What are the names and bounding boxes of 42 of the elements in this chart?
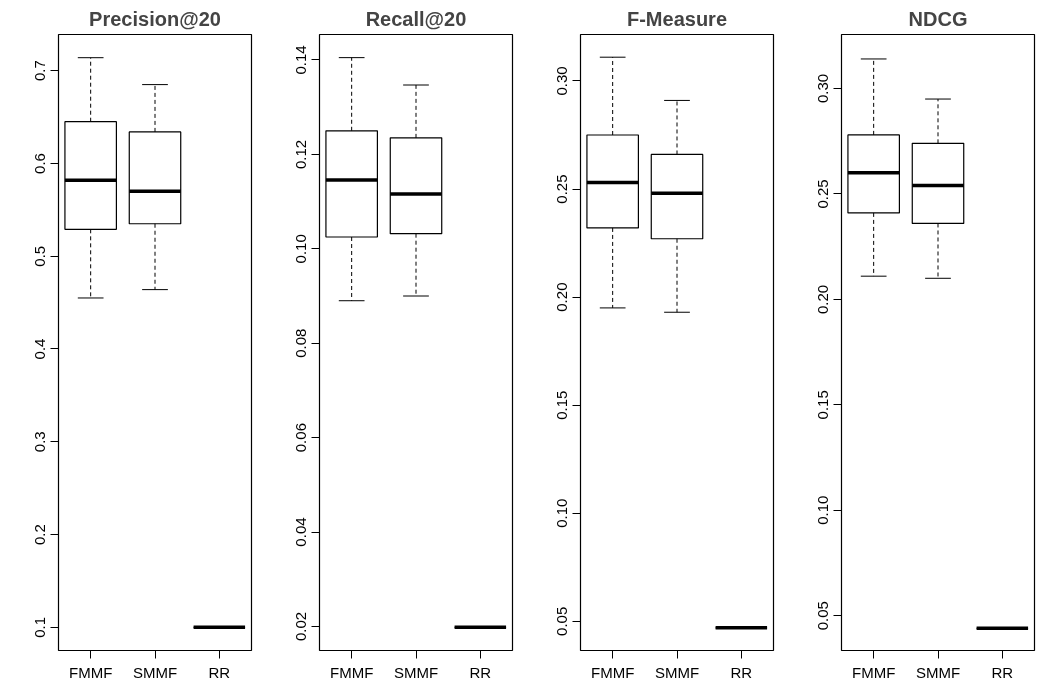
y-tick-label: 0.30 bbox=[553, 66, 571, 96]
y-tick-label: 0.15 bbox=[814, 390, 832, 420]
y-tick-label: 0.2 bbox=[31, 524, 49, 545]
y-tick-label: 0.05 bbox=[814, 601, 832, 631]
y-tick-label: 0.14 bbox=[292, 45, 310, 75]
y-tick-label: 0.10 bbox=[814, 495, 832, 525]
x-tick-label: RR bbox=[730, 663, 753, 681]
y-tick-label: 0.3 bbox=[31, 431, 49, 453]
x-tick-label: SMMF bbox=[915, 663, 961, 681]
y-tick-label: 0.25 bbox=[553, 174, 571, 204]
y-tick-label: 0.7 bbox=[31, 60, 49, 82]
y-tick-label: 0.20 bbox=[814, 284, 832, 314]
chart-title: Precision@20 bbox=[89, 7, 221, 30]
y-tick-label: 0.10 bbox=[553, 498, 571, 528]
y-tick-label: 0.5 bbox=[31, 245, 49, 267]
y-tick-label: 0.4 bbox=[31, 338, 49, 360]
x-tick-label: FMMF bbox=[69, 663, 113, 681]
y-tick-label: 0.30 bbox=[814, 73, 832, 104]
y-tick-label: 0.25 bbox=[814, 179, 832, 209]
y-tick-label: 0.1 bbox=[31, 616, 49, 638]
y-tick-label: 0.08 bbox=[292, 328, 310, 358]
y-tick-label: 0.12 bbox=[292, 139, 310, 169]
x-tick-label: SMMF bbox=[132, 663, 178, 681]
x-tick-label: FMMF bbox=[852, 663, 896, 681]
y-tick-label: 0.20 bbox=[553, 282, 571, 312]
x-tick-label: RR bbox=[208, 663, 231, 681]
chart-title: NDCG bbox=[908, 7, 968, 30]
x-tick-label: FMMF bbox=[330, 663, 374, 681]
y-tick-label: 0.06 bbox=[292, 423, 310, 453]
y-tick-label: 0.10 bbox=[292, 234, 310, 264]
chart-title: F-Measure bbox=[626, 7, 728, 30]
y-tick-label: 0.04 bbox=[292, 517, 310, 547]
x-tick-label: SMMF bbox=[654, 663, 700, 681]
y-tick-label: 0.05 bbox=[553, 606, 571, 636]
x-tick-label: RR bbox=[991, 663, 1014, 681]
x-tick-label: RR bbox=[469, 663, 492, 681]
chart-title: Recall@20 bbox=[365, 7, 467, 30]
y-tick-label: 0.6 bbox=[31, 153, 49, 174]
y-tick-label: 0.15 bbox=[553, 390, 571, 420]
x-tick-label: SMMF bbox=[393, 663, 439, 681]
y-tick-label: 0.02 bbox=[292, 611, 310, 642]
x-tick-label: FMMF bbox=[591, 663, 635, 681]
